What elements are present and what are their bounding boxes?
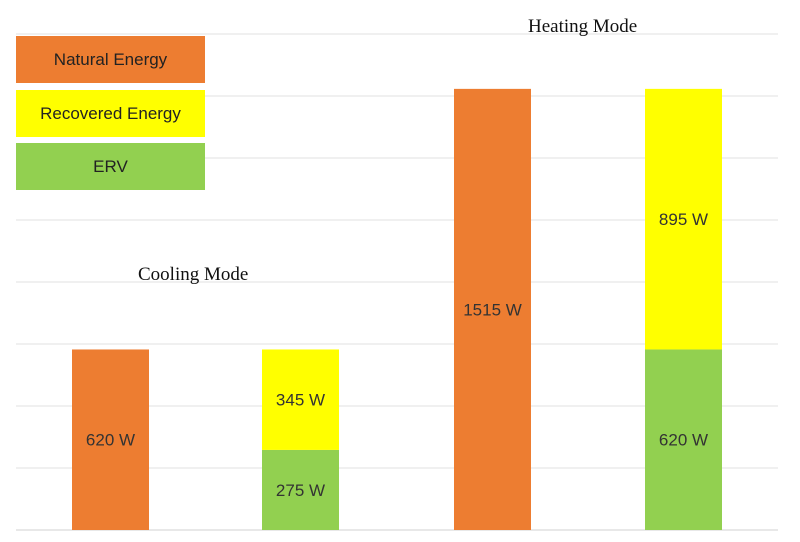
bar-segment-recovered-energy (262, 349, 339, 450)
data-label: 275 W (276, 481, 325, 500)
legend-label-erv: ERV (93, 156, 128, 176)
data-label: 1515 W (463, 300, 522, 319)
heating-mode-title: Heating Mode (528, 16, 638, 37)
cooling-mode-title: Cooling Mode (138, 264, 249, 285)
data-label: 895 W (659, 210, 708, 229)
legend-label-recovered-energy: Recovered Energy (40, 103, 181, 123)
bar-segment-erv (262, 449, 339, 530)
bar-segment-natural-energy (454, 88, 531, 530)
legend-natural-energy: Natural Energy (16, 36, 205, 83)
data-label: 620 W (659, 431, 708, 450)
legend-erv: ERV (16, 143, 205, 190)
bar-segment-recovered-energy (645, 88, 722, 350)
data-label: 620 W (86, 431, 135, 450)
legend-label-natural-energy: Natural Energy (53, 49, 168, 69)
bar-segment-erv (645, 349, 722, 530)
legend-recovered-energy: Recovered Energy (16, 90, 205, 137)
bar-segment-natural-energy (72, 349, 149, 530)
data-label: 345 W (276, 391, 325, 410)
